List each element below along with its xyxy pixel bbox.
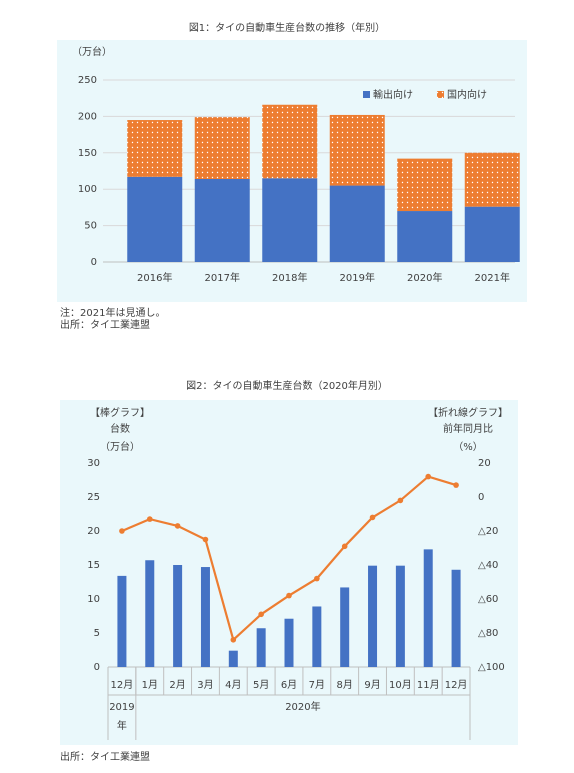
line-point xyxy=(425,473,432,480)
bar xyxy=(262,104,318,179)
y-tick-label: 250 xyxy=(78,75,97,86)
y2-tick-label: △20 xyxy=(478,526,498,537)
legend-label: 国内向け xyxy=(447,88,487,101)
y-axis-title: 台数 xyxy=(110,422,130,435)
line-point xyxy=(146,516,153,522)
bar xyxy=(262,178,318,262)
line-point xyxy=(369,514,376,521)
bar xyxy=(200,567,210,667)
y2-tick-label: 20 xyxy=(478,458,491,469)
x-tick-label: 5月 xyxy=(253,679,269,691)
x-tick-label: 2019年 xyxy=(340,271,375,284)
line-point xyxy=(230,637,237,643)
bar xyxy=(329,114,385,186)
line-point xyxy=(258,611,264,618)
y-tick-label: 5 xyxy=(94,628,100,639)
line-point xyxy=(286,592,292,599)
x-tick-label: 8月 xyxy=(337,679,353,691)
x-tick-label: 2月 xyxy=(169,679,185,691)
bar xyxy=(464,152,520,207)
y-tick-label: 200 xyxy=(78,111,97,122)
bar xyxy=(312,606,322,667)
line-point xyxy=(202,536,209,543)
bar xyxy=(194,117,250,180)
x-tick-label: 1月 xyxy=(142,679,158,691)
bar xyxy=(256,628,266,667)
y-tick-label: 100 xyxy=(78,184,97,195)
y-tick-label: 0 xyxy=(94,662,100,673)
line-point xyxy=(341,543,348,550)
x-tick-label: 10月 xyxy=(389,679,412,691)
line-point xyxy=(314,575,320,582)
bar xyxy=(397,211,453,262)
bar xyxy=(127,176,183,262)
x-tick-label: 2018年 xyxy=(272,271,307,284)
y2-tick-label: △100 xyxy=(478,662,505,673)
legend-swatch xyxy=(363,91,370,98)
x-tick-label: 2021年 xyxy=(475,271,510,284)
bar xyxy=(340,587,350,667)
x-tick-label: 7月 xyxy=(309,679,325,691)
x-tick-label: 6月 xyxy=(281,679,297,691)
bar xyxy=(464,206,520,262)
x-tick-label: 2017年 xyxy=(205,271,240,284)
y2-axis-title: 【折れ線グラフ】 xyxy=(428,406,508,419)
line-point xyxy=(453,482,459,488)
legend-swatch xyxy=(437,91,444,98)
y2-axis-title: 前年同月比 xyxy=(443,422,493,435)
bar xyxy=(329,185,385,262)
line-point xyxy=(119,528,125,534)
y-tick-label: 10 xyxy=(87,594,100,605)
x-group-label: 2020年 xyxy=(285,702,321,713)
bar xyxy=(423,549,433,667)
line-point xyxy=(174,523,181,529)
y2-tick-label: △80 xyxy=(478,628,498,639)
x-tick-label: 2016年 xyxy=(137,271,172,284)
bar xyxy=(451,569,461,667)
y2-tick-label: △60 xyxy=(478,594,498,605)
note: 出所：タイ工業連盟 xyxy=(60,318,150,331)
y-tick-label: 0 xyxy=(91,257,97,268)
x-tick-label: 12月 xyxy=(111,679,134,691)
source: 出所：タイ工業連盟 xyxy=(60,750,150,763)
y-tick-label: 25 xyxy=(87,492,100,503)
bar xyxy=(117,575,127,667)
y2-tick-label: 0 xyxy=(478,492,484,503)
y-axis-title: （万台） xyxy=(72,45,112,58)
bar xyxy=(228,650,238,667)
x-tick-label: 4月 xyxy=(225,679,241,691)
y-tick-label: 50 xyxy=(84,221,97,232)
note: 注：2021年は見通し。 xyxy=(60,306,165,319)
y-tick-label: 20 xyxy=(87,526,100,537)
y-tick-label: 15 xyxy=(87,560,100,571)
x-tick-label: 12月 xyxy=(445,679,468,691)
bar xyxy=(173,565,183,667)
bar xyxy=(368,565,378,667)
y2-tick-label: △40 xyxy=(478,560,498,571)
y2-axis-title: （%） xyxy=(453,441,483,453)
x-tick-label: 11月 xyxy=(417,679,440,691)
bar xyxy=(284,618,294,667)
bar xyxy=(127,120,183,177)
chart-title: 図2：タイの自動車生産台数（2020年月別） xyxy=(186,379,388,392)
y-tick-label: 150 xyxy=(78,148,97,159)
x-group-label: 2019年 xyxy=(109,702,135,732)
y-axis-title: 【棒グラフ】 xyxy=(90,406,150,419)
x-tick-label: 2020年 xyxy=(407,271,442,284)
y-axis-title: （万台） xyxy=(100,440,140,453)
x-tick-label: 9月 xyxy=(364,679,380,691)
bar xyxy=(145,560,155,667)
bar xyxy=(397,158,453,212)
bar xyxy=(395,565,405,667)
y-tick-label: 30 xyxy=(87,458,100,469)
chart-title: 図1：タイの自動車生産台数の推移（年別） xyxy=(189,21,385,34)
line-point xyxy=(397,497,404,504)
x-tick-label: 3月 xyxy=(197,679,213,691)
legend-label: 輸出向け xyxy=(373,88,413,101)
bar xyxy=(194,179,250,262)
